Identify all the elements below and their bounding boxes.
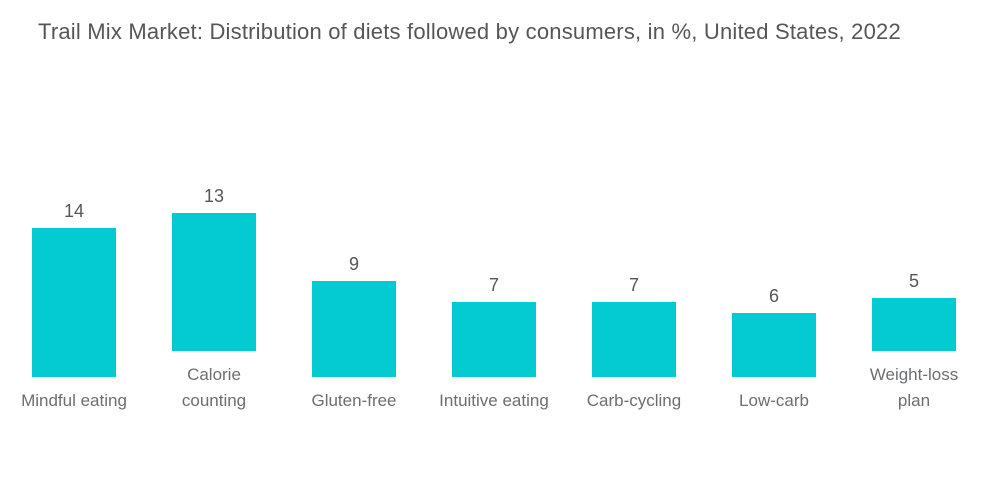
bar: [592, 302, 676, 377]
bar-zone: 13: [172, 166, 256, 351]
category-label: Intuitive eating: [439, 391, 549, 410]
bar-column: 5 Weight-loss plan: [844, 166, 984, 414]
bar-chart-plot-area: 14 Mindful eating 13 Calorie counting 9 Glute…: [0, 166, 1000, 414]
bar-column: 13 Calorie counting: [144, 166, 284, 414]
bar-value-label: 7: [488, 275, 499, 295]
bar-zone: 7: [452, 192, 536, 377]
bar-zone: 5: [872, 166, 956, 351]
bar-zone: 14: [32, 192, 116, 377]
category-label: Weight-loss plan: [869, 365, 959, 410]
bar: [32, 228, 116, 377]
bar: [172, 213, 256, 351]
bar-column: 9 Gluten-free: [284, 192, 424, 414]
bar-column: 7 Intuitive eating: [424, 192, 564, 414]
chart-title: Trail Mix Market: Distribution of diets …: [38, 19, 901, 44]
category-label: Carb-cycling: [586, 391, 682, 410]
bar: [732, 313, 816, 377]
bar-zone: 9: [312, 192, 396, 377]
bar-zone: 7: [592, 192, 676, 377]
bar-column: 14 Mindful eating: [4, 192, 144, 414]
category-label: Calorie counting: [181, 365, 247, 410]
bar-column: 7 Carb-cycling: [564, 192, 704, 414]
category-label: Mindful eating: [21, 391, 127, 410]
bar: [312, 281, 396, 377]
bar: [872, 298, 956, 351]
bar-value-label: 9: [348, 254, 359, 274]
bar-value-label: 7: [628, 275, 639, 295]
bar-value-label: 13: [203, 186, 225, 206]
bar: [452, 302, 536, 377]
bar-value-label: 5: [908, 271, 919, 291]
category-label: Gluten-free: [311, 391, 397, 410]
category-label: Low-carb: [739, 391, 809, 410]
bar-value-label: 6: [768, 286, 779, 306]
bar-column: 6 Low-carb: [704, 192, 844, 414]
bar-zone: 6: [732, 192, 816, 377]
bar-value-label: 14: [63, 201, 85, 221]
